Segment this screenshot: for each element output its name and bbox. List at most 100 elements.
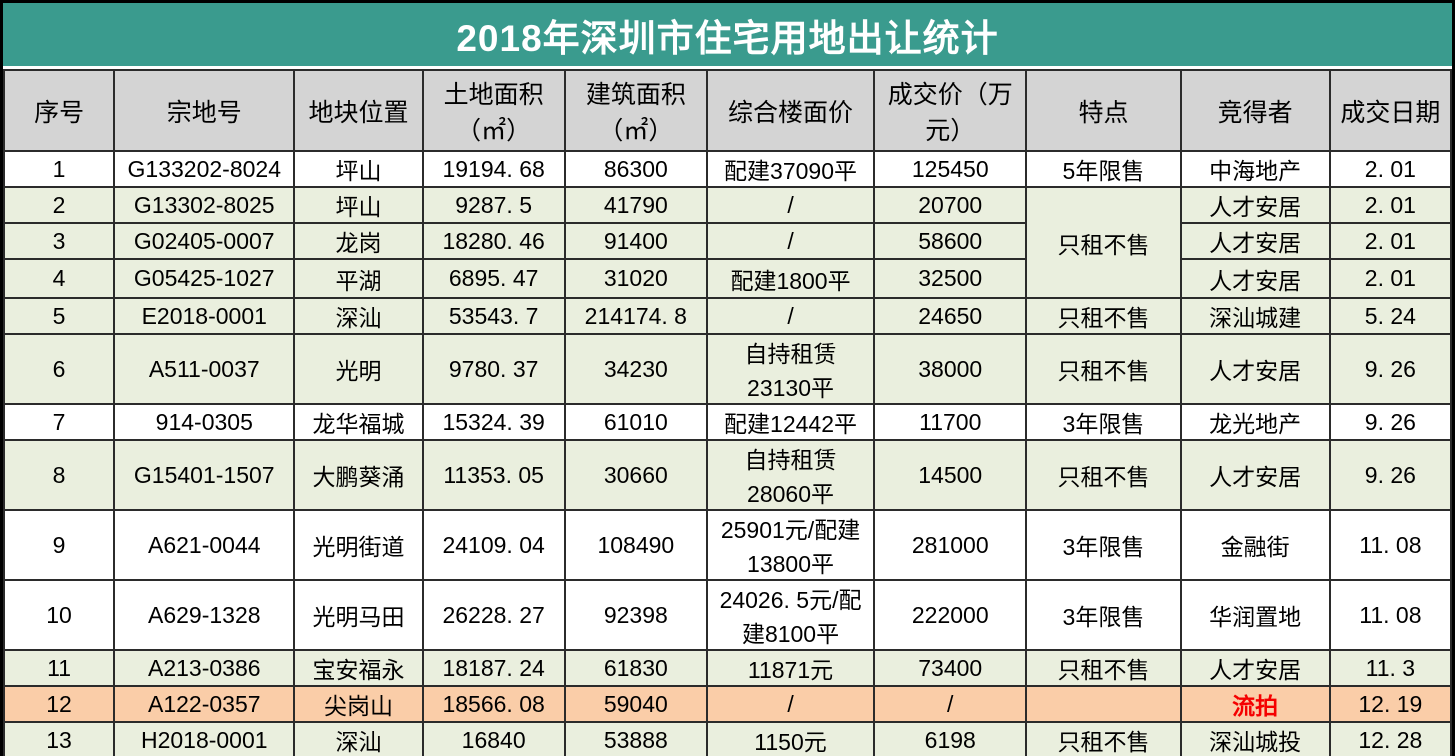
- building-area: 91400: [563, 222, 708, 260]
- plot-location: 深汕: [293, 721, 424, 756]
- deal-price: 73400: [873, 649, 1028, 687]
- building-area: 214174. 8: [563, 297, 708, 335]
- building-area: 30660: [563, 439, 708, 511]
- table-row: 8 G15401-1507 大鹏葵涌 11353. 05 30660 自持租赁 28060…: [2, 439, 1453, 511]
- feature: 只租不售: [1025, 297, 1182, 335]
- winner: 华润置地: [1179, 579, 1331, 651]
- land-area: 16840: [421, 721, 566, 756]
- deal-date: 11. 08: [1328, 579, 1453, 651]
- land-area: 18280. 46: [421, 222, 566, 260]
- plot-location: 龙华福城: [293, 403, 424, 441]
- land-area: 19194. 68: [421, 150, 566, 188]
- building-area: 41790: [563, 186, 708, 224]
- row-index: 11: [2, 649, 116, 687]
- building-area: 34230: [563, 333, 708, 405]
- col-header-deal-price: 成交价（万 元）: [873, 69, 1028, 152]
- parcel-id: A629-1328: [113, 579, 296, 651]
- plot-location: 坪山: [293, 186, 424, 224]
- table-body: 1 G133202-8024 坪山 19194. 68 86300 配建37090平 125…: [2, 150, 1453, 756]
- building-area: 61830: [563, 649, 708, 687]
- feature: 3年限售: [1025, 403, 1182, 441]
- deal-date: 9. 26: [1328, 403, 1453, 441]
- deal-date: 12. 19: [1328, 685, 1453, 723]
- floor-price: /: [705, 685, 876, 723]
- row-index: 13: [2, 721, 116, 756]
- building-area: 108490: [563, 509, 708, 581]
- row-index: 2: [2, 186, 116, 224]
- building-area: 53888: [563, 721, 708, 756]
- winner: 深汕城建: [1179, 297, 1331, 335]
- building-area: 92398: [563, 579, 708, 651]
- deal-price: 14500: [873, 439, 1028, 511]
- row-index: 5: [2, 297, 116, 335]
- winner: 金融街: [1179, 509, 1331, 581]
- parcel-id: G133202-8024: [113, 150, 296, 188]
- land-area: 11353. 05: [421, 439, 566, 511]
- deal-price: /: [873, 685, 1028, 723]
- page-title: 2018年深圳市住宅用地出让统计: [456, 17, 999, 59]
- col-header-land-area: 土地面积 （㎡）: [421, 69, 566, 152]
- floor-price: /: [705, 297, 876, 335]
- deal-date: 2. 01: [1328, 150, 1453, 188]
- parcel-id: G13302-8025: [113, 186, 296, 224]
- floor-price: 24026. 5元/配 建8100平: [705, 579, 876, 651]
- deal-price: 125450: [873, 150, 1028, 188]
- feature: 3年限售: [1025, 579, 1182, 651]
- parcel-id: G02405-0007: [113, 222, 296, 260]
- row-index: 9: [2, 509, 116, 581]
- winner: 龙光地产: [1179, 403, 1331, 441]
- col-header-building-area: 建筑面积 （㎡）: [563, 69, 708, 152]
- feature: 只租不售: [1025, 649, 1182, 687]
- col-header-location: 地块位置: [293, 69, 424, 152]
- table-row: 13 H2018-0001 深汕 16840 53888 1150元 6198 只租不售 深汕城…: [2, 721, 1453, 756]
- parcel-id: G05425-1027: [113, 258, 296, 299]
- table-row: 7 914-0305 龙华福城 15324. 39 61010 配建12442平 11700…: [2, 403, 1453, 441]
- table-row: 4 G05425-1027 平湖 6895. 47 31020 配建1800平 32500 人…: [2, 258, 1453, 299]
- winner: 人才安居: [1179, 222, 1331, 260]
- winner: 人才安居: [1179, 439, 1331, 511]
- col-header-winner: 竞得者: [1179, 69, 1331, 152]
- plot-location: 光明马田: [293, 579, 424, 651]
- floor-price: 自持租赁 23130平: [705, 333, 876, 405]
- deal-price: 24650: [873, 297, 1028, 335]
- winner: 人才安居: [1179, 649, 1331, 687]
- table-header: 序号 宗地号 地块位置 土地面积 （㎡） 建筑面积 （㎡） 综合楼面价 成交价（…: [2, 69, 1453, 152]
- table-row: 2 G13302-8025 坪山 9287. 5 41790/20700 只租不售 人才安居…: [2, 186, 1453, 299]
- parcel-id: A621-0044: [113, 509, 296, 581]
- plot-location: 坪山: [293, 150, 424, 188]
- building-area: 86300: [563, 150, 708, 188]
- land-area: 15324. 39: [421, 403, 566, 441]
- header-row: 序号 宗地号 地块位置 土地面积 （㎡） 建筑面积 （㎡） 综合楼面价 成交价（…: [2, 69, 1453, 152]
- plot-location: 尖岗山: [293, 685, 424, 723]
- winner: 深汕城投: [1179, 721, 1331, 756]
- row-index: 6: [2, 333, 116, 405]
- plot-location: 平湖: [293, 258, 424, 299]
- floor-price: /: [705, 222, 876, 260]
- winner: 人才安居: [1179, 333, 1331, 405]
- floor-price: 配建1800平: [705, 258, 876, 299]
- deal-date: 2. 01: [1328, 186, 1453, 224]
- parcel-id: H2018-0001: [113, 721, 296, 756]
- plot-location: 深汕: [293, 297, 424, 335]
- floor-price: 25901元/配建 13800平: [705, 509, 876, 581]
- floor-price: 配建12442平: [705, 403, 876, 441]
- table-row: 12 A122-0357 尖岗山 18566. 08 59040// 流拍 12. 19: [2, 685, 1453, 723]
- row-index: 10: [2, 579, 116, 651]
- title-bar: 2018年深圳市住宅用地出让统计: [3, 3, 1452, 66]
- parcel-id: A213-0386: [113, 649, 296, 687]
- col-header-parcel-id: 宗地号: [113, 69, 296, 152]
- table-row: 5 E2018-0001 深汕 53543. 7 214174. 8/24650 只租不售…: [2, 297, 1453, 335]
- row-index: 1: [2, 150, 116, 188]
- floor-price: 配建37090平: [705, 150, 876, 188]
- winner: 中海地产: [1179, 150, 1331, 188]
- deal-date: 9. 26: [1328, 333, 1453, 405]
- deal-date: 5. 24: [1328, 297, 1453, 335]
- table-row: 10 A629-1328 光明马田 26228. 27 92398 24026. 5元/配…: [2, 579, 1453, 651]
- building-area: 61010: [563, 403, 708, 441]
- land-area: 6895. 47: [421, 258, 566, 299]
- table-row: 11 A213-0386 宝安福永 18187. 24 61830 11871元 73400…: [2, 649, 1453, 687]
- row-index: 3: [2, 222, 116, 260]
- floor-price: 自持租赁 28060平: [705, 439, 876, 511]
- deal-price: 281000: [873, 509, 1028, 581]
- deal-price: 32500: [873, 258, 1028, 299]
